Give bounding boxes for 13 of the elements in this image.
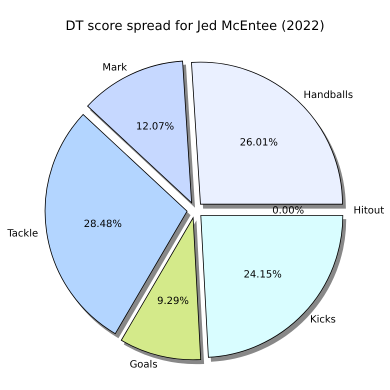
category-label: Hitout (354, 206, 384, 216)
slice-label: Handballs (303, 90, 354, 101)
slice-label: Kicks (310, 314, 336, 326)
text: 0.00% (272, 206, 304, 216)
data-label: 24.15% (244, 270, 282, 281)
slice-label: Tackle (6, 228, 38, 240)
data-label: 28.48% (84, 219, 122, 230)
data-label: 9.29% (157, 296, 189, 308)
data-label: 12.07% (136, 121, 174, 132)
slice-label: Mark (102, 62, 128, 74)
chart-title: DT score spread for Jed McEntee (2022) (65, 19, 325, 34)
data-label: 26.01% (240, 138, 278, 149)
slice-label: Goals (130, 360, 158, 371)
